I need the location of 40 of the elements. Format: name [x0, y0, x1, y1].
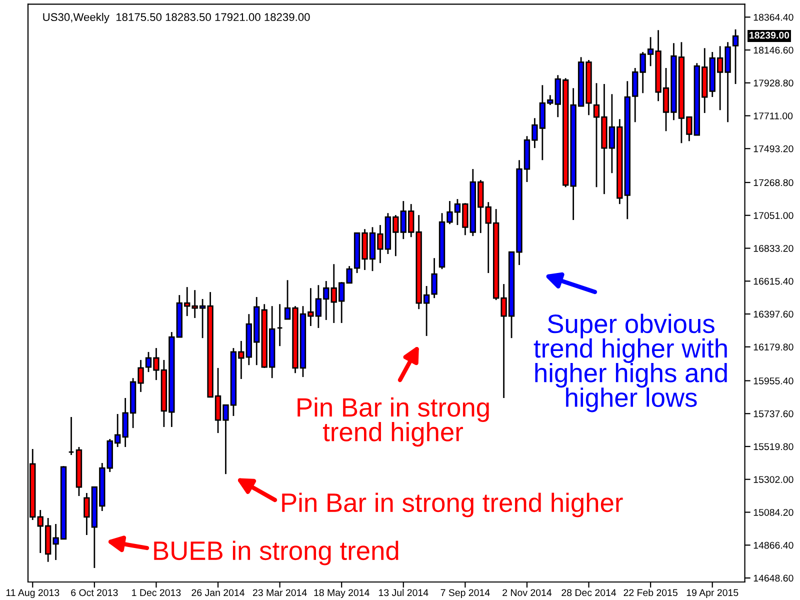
y-tick-label: 14866.40	[754, 542, 794, 549]
x-tick-label: 23 Mar 2014	[253, 589, 307, 596]
candlestick	[431, 257, 438, 299]
x-tick-label: 22 Feb 2015	[624, 588, 678, 596]
x-tick-label: 18 May 2014	[314, 589, 370, 598]
y-tick-label: 15302.00	[754, 476, 794, 483]
x-tick-label: 26 Jan 2014	[192, 589, 244, 596]
y-tick-label: 17493.20	[754, 145, 794, 152]
candlestick	[68, 416, 74, 456]
x-tick-label: 11 Aug 2013	[6, 589, 60, 598]
x-tick-label: 6 Oct 2013	[71, 589, 118, 596]
y-tick-label: 18364.40	[754, 14, 794, 21]
y-tick-label: 16179.80	[754, 344, 794, 350]
candlestick	[732, 28, 739, 85]
annotation: Super obvious trend higher with higher highs and higher lows	[534, 314, 727, 412]
x-tick-label: 7 Sep 2014	[440, 589, 490, 598]
y-tick-label: 18146.60	[754, 46, 794, 54]
y-tick-label: 15519.80	[754, 443, 794, 450]
y-tick-label: 16615.40	[754, 278, 794, 285]
y-tick-label: 14648.60	[754, 574, 794, 582]
annotation: Pin Bar in strong trend higher	[282, 492, 623, 518]
x-tick-label: 2 Nov 2014	[502, 589, 552, 596]
y-tick-label: 16833.20	[754, 244, 794, 252]
annotation: BUEB in strong trend	[154, 540, 398, 566]
y-tick-label: 15737.60	[754, 410, 794, 418]
x-tick-label: 28 Dec 2014	[562, 589, 616, 596]
candlestick	[276, 303, 283, 347]
y-tick-label: 17051.00	[754, 212, 794, 219]
x-tick-label: 19 Apr 2015	[686, 589, 738, 598]
x-tick-label: 13 Jul 2014	[379, 588, 428, 596]
y-tick-label: 16397.60	[754, 310, 794, 318]
y-tick-label: 17268.80	[754, 179, 794, 186]
y-tick-label: 17711.00	[754, 112, 793, 120]
text: 18239.00	[750, 32, 790, 39]
y-tick-label: 15955.40	[754, 377, 794, 384]
x-tick-label: 1 Dec 2013	[132, 589, 181, 596]
y-tick-label: 17928.80	[754, 80, 794, 86]
text: US30,Weekly 18175.50 18283.50 17921.00 18239.00	[43, 12, 310, 24]
annotation: Pin Bar in strong trend higher	[298, 397, 489, 447]
y-tick-label: 15084.20	[754, 508, 794, 516]
